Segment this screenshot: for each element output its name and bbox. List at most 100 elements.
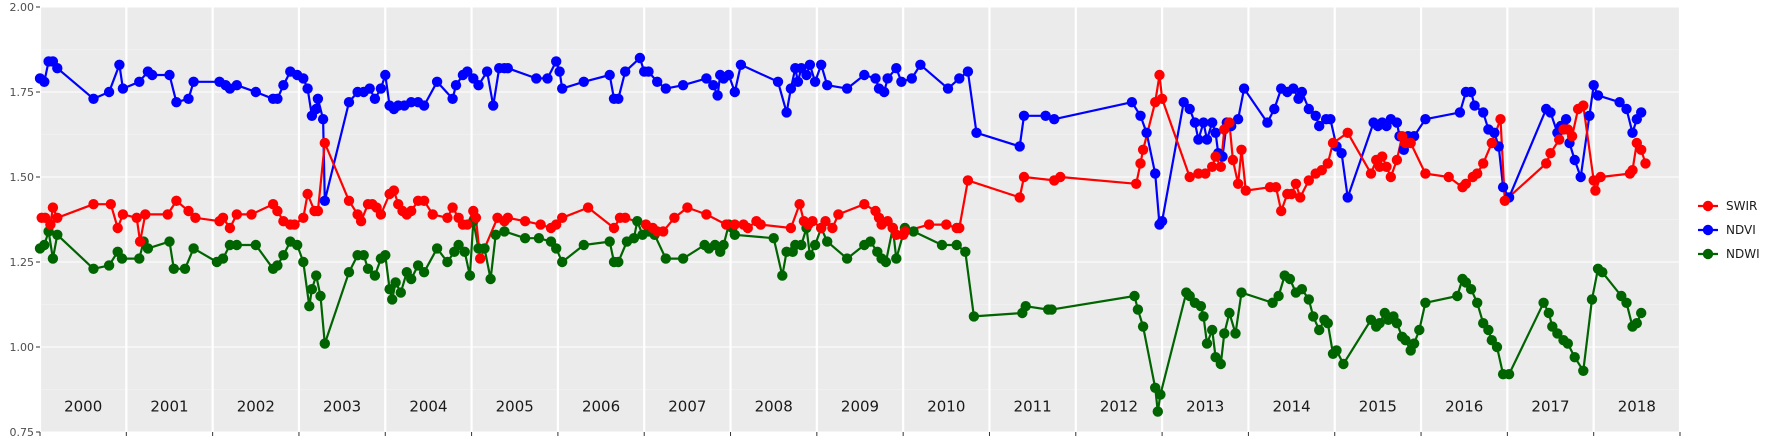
data-point-ndvi [117,83,129,94]
data-point-swir [355,216,367,227]
year-label: 2007 [668,398,706,416]
data-point-ndvi [183,93,194,105]
data-point-ndwi [1483,324,1494,336]
data-point-ndvi [643,66,654,77]
data-point-ndvi [114,59,125,70]
data-point-swir [742,222,753,234]
data-point-ndwi [490,229,501,240]
data-point-ndvi [1627,127,1638,138]
data-point-ndwi [384,284,395,295]
data-point-ndwi [1338,358,1349,370]
data-point-ndvi [1238,83,1250,94]
data-point-ndwi [412,260,424,271]
data-point-ndwi [533,233,545,244]
data-point-swir [729,219,740,230]
year-label: 2000 [64,398,102,416]
data-point-swir [1270,182,1282,193]
data-point-swir [962,175,974,186]
data-point-ndvi [809,76,821,88]
data-point-swir [1018,171,1030,183]
data-point-swir [52,212,63,223]
data-point-ndwi [951,239,962,251]
data-point-ndvi [634,52,646,64]
data-point-ndvi [375,83,387,94]
data-point-ndvi [1454,107,1466,118]
data-point-ndwi [292,239,303,251]
data-point-swir [1327,137,1339,149]
data-point-ndvi [792,76,804,88]
data-point-ndvi [1575,171,1586,183]
data-point-ndwi [304,301,315,312]
data-point-ndvi [1465,86,1477,98]
data-point-swir [183,205,194,217]
data-point-swir [1460,178,1472,189]
year-label: 2002 [237,398,275,416]
data-point-ndwi [459,246,470,257]
data-point-ndwi [1586,294,1598,305]
data-point-ndwi [250,239,261,251]
data-point-swir [721,219,732,230]
data-point-ndwi [677,253,689,264]
data-point-ndwi [116,253,128,264]
data-point-swir [899,226,911,237]
legend-key-point [1702,248,1714,260]
data-point-ndwi [1308,311,1319,322]
data-point-swir [1554,134,1565,145]
year-label: 2003 [323,398,361,416]
data-point-ndwi [1597,267,1608,278]
data-point-ndwi [231,239,242,251]
data-point-ndwi [1562,338,1574,349]
data-point-swir [375,209,387,220]
data-point-swir [502,212,513,223]
data-point-ndvi [1040,110,1051,122]
data-point-ndwi [453,239,464,251]
data-point-ndvi [822,80,833,91]
data-point-ndvi [896,76,907,88]
data-point-swir [669,212,680,223]
y-tick-label: 2.00 [10,1,35,14]
data-point-ndvi [971,127,982,138]
data-point-ndwi [319,338,330,349]
data-point-ndwi [1132,304,1144,315]
data-point-ndwi [841,253,853,264]
data-point-swir [217,212,229,223]
data-point-ndvi [369,93,381,105]
data-point-ndwi [1538,297,1549,308]
data-point-swir [1381,161,1392,172]
data-point-ndvi [1314,120,1325,132]
data-point-ndvi [785,83,797,94]
data-point-ndvi [604,69,615,81]
data-point-ndwi [777,270,788,281]
data-point-ndvi [712,90,723,101]
data-point-ndwi [1472,297,1483,308]
data-point-swir [1154,69,1165,81]
data-point-ndvi [188,76,199,88]
data-point-ndwi [1219,328,1230,339]
data-point-swir [1135,158,1146,169]
data-point-ndwi [1284,273,1296,285]
legend: SWIR NDVI NDWI [1698,199,1760,261]
data-point-ndvi [298,73,309,84]
data-point-ndwi [164,236,175,247]
legend-label-ndwi: NDWI [1726,247,1760,261]
data-point-ndwi [1046,304,1057,315]
year-label: 2010 [927,398,965,416]
data-point-ndwi [306,284,318,295]
data-point-ndwi [380,250,391,261]
data-point-ndwi [1569,352,1580,363]
data-point-ndvi [870,73,881,84]
data-point-ndvi [462,66,473,77]
data-point-ndvi [231,80,242,91]
data-point-swir [1499,195,1511,206]
data-point-swir [47,202,59,213]
data-point-ndvi [380,69,391,81]
data-point-swir [190,212,201,223]
data-point-ndwi [1408,338,1420,349]
data-point-swir [807,216,818,227]
data-point-swir [1566,131,1578,142]
data-point-ndwi [1543,307,1555,319]
data-point-swir [1322,158,1334,169]
data-point-ndvi [841,83,853,94]
data-point-swir [582,202,594,213]
data-point-swir [1365,168,1377,179]
